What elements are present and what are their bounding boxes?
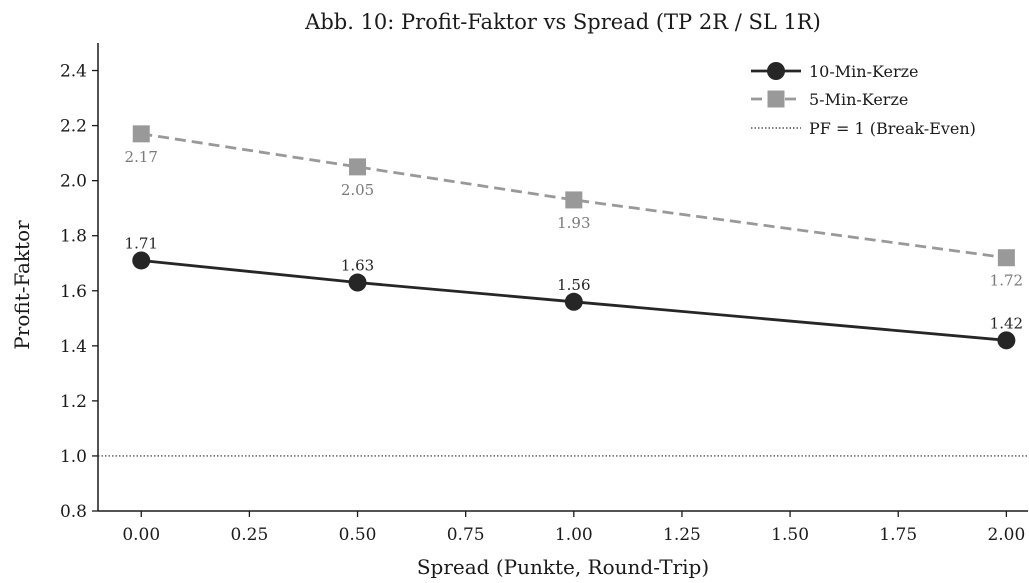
data-label: 1.63 xyxy=(341,257,374,275)
y-tick-label: 2.2 xyxy=(60,117,87,137)
chart-title: Abb. 10: Profit-Faktor vs Spread (TP 2R … xyxy=(304,10,821,34)
x-tick-label: 1.00 xyxy=(555,525,593,545)
data-label: 2.17 xyxy=(125,148,158,166)
x-tick-label: 1.25 xyxy=(663,525,701,545)
y-tick-label: 2.4 xyxy=(60,62,87,82)
x-tick-label: 0.25 xyxy=(230,525,268,545)
y-axis-label: Profit-Faktor xyxy=(10,220,34,350)
x-tick-label: 0.50 xyxy=(339,525,377,545)
plot-area: 0.8 1.0 1.2 1.4 1.6 1.8 2.0 2.2 2.4 0.00 0.25 0.50 0… xyxy=(60,43,1028,545)
series-line-2 xyxy=(141,132,1007,260)
legend-marker xyxy=(767,62,785,80)
data-point xyxy=(349,158,367,176)
legend: 10-Min-Kerze 5-Min-Kerze PF = 1 (Break-Eve… xyxy=(751,62,976,138)
data-point xyxy=(997,331,1016,350)
legend-label-2: 5-Min-Kerze xyxy=(809,90,908,109)
data-label: 1.42 xyxy=(990,314,1023,332)
data-label: 2.05 xyxy=(341,181,374,199)
y-tick-label: 1.6 xyxy=(60,282,87,302)
x-tick-label: 0.00 xyxy=(122,525,160,545)
data-point xyxy=(997,249,1015,267)
y-tick-label: 1.2 xyxy=(60,392,87,412)
data-point xyxy=(132,251,151,270)
data-label: 1.71 xyxy=(125,234,158,252)
data-point xyxy=(348,273,367,292)
data-point xyxy=(564,292,583,311)
x-axis-label: Spread (Punkte, Round-Trip) xyxy=(417,555,709,579)
y-tick-label: 1.0 xyxy=(60,447,87,467)
legend-label-1: 10-Min-Kerze xyxy=(809,62,919,81)
x-tick-label: 2.00 xyxy=(987,525,1025,545)
x-tick-label: 0.75 xyxy=(447,525,485,545)
y-tick-label: 1.8 xyxy=(60,227,87,247)
legend-marker xyxy=(767,90,785,108)
y-tick-label: 1.4 xyxy=(60,337,87,357)
legend-label-break-even: PF = 1 (Break-Even) xyxy=(809,119,976,138)
y-tick-label: 2.0 xyxy=(60,172,87,192)
data-label: 1.93 xyxy=(557,214,590,232)
data-point xyxy=(565,191,583,209)
data-point xyxy=(132,125,150,143)
y-tick-label: 0.8 xyxy=(60,502,87,522)
data-label: 1.56 xyxy=(557,276,590,294)
x-tick-label: 1.75 xyxy=(879,525,917,545)
series-line-1 xyxy=(141,259,1007,342)
x-tick-label: 1.50 xyxy=(771,525,809,545)
data-label: 1.72 xyxy=(990,272,1023,290)
